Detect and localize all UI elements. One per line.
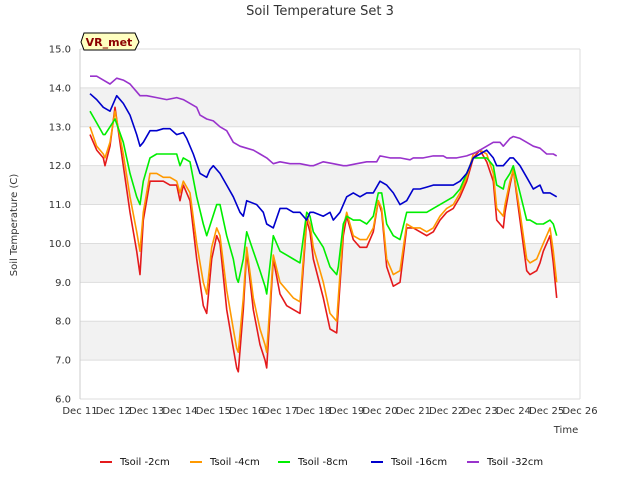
x-tick-label: Dec 14	[162, 406, 197, 417]
series-line-3	[89, 93, 558, 229]
x-tick-label: Dec 23	[462, 406, 497, 417]
legend-label: Tsoil -4cm	[209, 457, 260, 468]
series-line-4	[90, 75, 558, 167]
y-tick-label: 10.0	[49, 239, 71, 250]
x-tick-label: Dec 25	[529, 406, 564, 417]
x-tick-label: Dec 24	[496, 406, 531, 417]
grid-band	[80, 165, 580, 205]
legend-label: Tsoil -8cm	[297, 457, 348, 468]
series-line-1	[89, 110, 558, 354]
x-tick-label: Dec 21	[396, 406, 431, 417]
y-tick-label: 12.0	[49, 161, 71, 172]
x-tick-label: Dec 12	[96, 406, 131, 417]
x-tick-label: Dec 26	[562, 406, 597, 417]
legend-label: Tsoil -32cm	[486, 457, 543, 468]
station-badge-box	[80, 32, 140, 51]
station-badge: VR_met	[80, 32, 140, 51]
plot-background	[80, 49, 580, 399]
y-tick-label: 13.0	[49, 122, 71, 133]
x-tick-label: Dec 15	[196, 406, 231, 417]
legend-label: Tsoil -2cm	[119, 457, 170, 468]
x-axis-label: Time	[553, 425, 578, 436]
y-tick-label: 11.0	[49, 200, 71, 211]
x-tick-label: Dec 22	[429, 406, 464, 417]
x-tick-label: Dec 20	[362, 406, 397, 417]
legend-label: Tsoil -16cm	[390, 457, 447, 468]
legend: Tsoil -2cm Tsoil -4cm Tsoil -8cm Tsoil -16c…	[100, 457, 543, 468]
series-line-0	[89, 106, 558, 373]
y-axis-label: Soil Temperature (C)	[9, 174, 20, 277]
x-tick-label: Dec 11	[62, 406, 97, 417]
y-tick-label: 9.0	[55, 278, 71, 289]
grid-band	[80, 87, 580, 127]
x-tick-label: Dec 17	[262, 406, 297, 417]
y-tick-label: 6.0	[55, 395, 71, 406]
y-tick-label: 7.0	[55, 356, 71, 367]
series-layer	[89, 75, 558, 373]
y-tick-label: 8.0	[55, 317, 71, 328]
x-tick-label: Dec 19	[329, 406, 364, 417]
chart-title: Soil Temperature Set 3	[246, 4, 394, 19]
y-axis-ticks: 6.0 7.0 8.0 9.0 10.0 11.0 12.0 13.0 14.0 15.0	[49, 45, 71, 406]
x-tick-label: Dec 16	[229, 406, 264, 417]
x-tick-label: Dec 18	[296, 406, 331, 417]
series-line-2	[89, 110, 558, 295]
y-tick-label: 15.0	[49, 45, 71, 56]
station-badge-text: VR_met	[86, 36, 133, 49]
y-tick-label: 14.0	[49, 83, 71, 94]
x-tick-label: Dec 13	[129, 406, 164, 417]
grid-band	[80, 243, 580, 283]
